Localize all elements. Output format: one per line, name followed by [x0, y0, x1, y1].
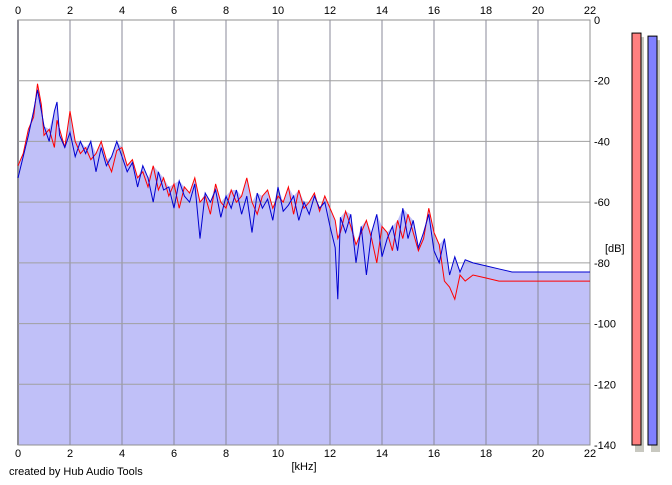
x-tick-label-top: 10 — [272, 5, 284, 17]
x-tick-label-top: 6 — [171, 5, 177, 17]
x-tick-label-bottom: 0 — [15, 448, 21, 460]
y-axis-label: [dB] — [605, 243, 625, 255]
x-tick-label-bottom: 22 — [584, 448, 596, 460]
level-meter-left — [631, 32, 642, 446]
x-tick-label-bottom: 12 — [324, 448, 336, 460]
y-tick-label: -60 — [594, 197, 610, 209]
x-tick-label-top: 16 — [428, 5, 440, 17]
x-tick-label-bottom: 6 — [171, 448, 177, 460]
y-tick-label: -140 — [594, 440, 616, 452]
series-line-right — [17, 89, 590, 300]
plot-border — [17, 19, 591, 446]
y-tick-label: -40 — [594, 136, 610, 148]
x-tick-label-bottom: 4 — [119, 448, 125, 460]
series-line-left — [17, 83, 590, 301]
x-tick-label-top: 2 — [67, 5, 73, 17]
x-tick-label-top: 12 — [324, 5, 336, 17]
x-tick-label-top: 0 — [15, 5, 21, 17]
y-tick-label: -20 — [594, 76, 610, 88]
spectrum-fill — [18, 83, 590, 445]
x-tick-label-top: 8 — [223, 5, 229, 17]
x-tick-label-top: 20 — [532, 5, 544, 17]
x-tick-label-bottom: 10 — [272, 448, 284, 460]
x-tick-label-top: 18 — [480, 5, 492, 17]
x-tick-label-top: 4 — [119, 5, 125, 17]
y-tick-label: -80 — [594, 258, 610, 270]
x-tick-label-bottom: 2 — [67, 448, 73, 460]
y-tick-label: -120 — [594, 379, 616, 391]
x-tick-label-top: 14 — [376, 5, 388, 17]
level-meter-right — [647, 35, 658, 446]
x-tick-label-bottom: 16 — [428, 448, 440, 460]
x-axis-label: [kHz] — [291, 461, 316, 473]
x-tick-label-bottom: 18 — [480, 448, 492, 460]
x-tick-label-bottom: 14 — [376, 448, 388, 460]
y-tick-label: -100 — [594, 319, 616, 331]
x-tick-label-bottom: 20 — [532, 448, 544, 460]
credit-text: created by Hub Audio Tools — [9, 466, 143, 478]
x-tick-label-top: 22 — [584, 5, 596, 17]
y-tick-label: 0 — [594, 15, 600, 27]
x-tick-label-bottom: 8 — [223, 448, 229, 460]
